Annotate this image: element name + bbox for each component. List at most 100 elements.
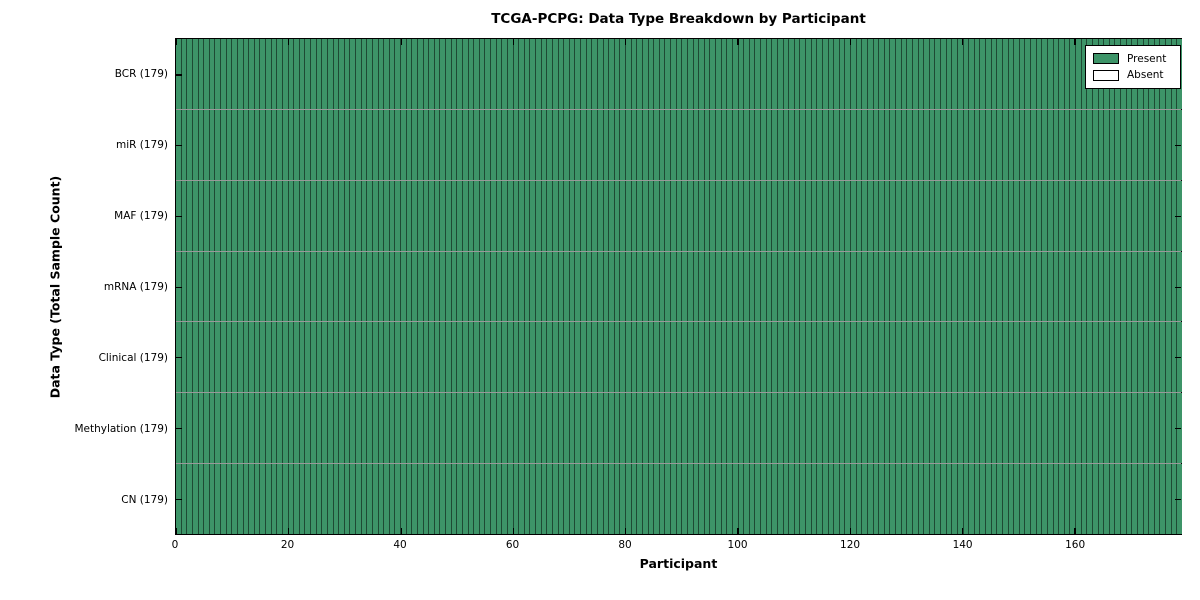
participant-cell-present: [748, 251, 755, 322]
participant-cell-present: [591, 464, 597, 535]
participant-cell-present: [518, 109, 524, 180]
participant-cell-present: [529, 251, 535, 322]
participant-cell-present: [270, 109, 277, 180]
participant-cell-present: [810, 109, 817, 180]
participant-cell-present: [1035, 109, 1042, 180]
participant-cell-present: [1007, 322, 1014, 393]
participant-cell-present: [377, 464, 384, 535]
participant-cell-present: [394, 322, 400, 393]
participant-cell-present: [580, 322, 586, 393]
axis-tick: [1074, 528, 1076, 534]
participant-cell-present: [1013, 251, 1019, 322]
participant-cell-present: [799, 180, 805, 251]
participant-cell-present: [979, 393, 985, 464]
participant-cell-present: [737, 39, 744, 109]
participant-cell-present: [220, 39, 226, 109]
participant-cell-present: [782, 39, 789, 109]
participant-cell-present: [872, 39, 879, 109]
participant-cell-present: [692, 180, 699, 251]
participant-cell-present: [872, 251, 879, 322]
participant-cell-present: [760, 180, 766, 251]
participant-cell-present: [1069, 39, 1075, 109]
participant-cell-present: [253, 393, 260, 464]
participant-cell-present: [343, 393, 350, 464]
participant-cell-present: [518, 393, 524, 464]
participant-cell-present: [529, 322, 535, 393]
participant-cell-present: [765, 251, 772, 322]
participant-cell-present: [698, 393, 704, 464]
participant-cell-present: [506, 39, 513, 109]
participant-cell-present: [906, 251, 912, 322]
participant-cell-present: [225, 39, 232, 109]
participant-cell-present: [248, 180, 254, 251]
participant-cell-present: [349, 464, 355, 535]
participant-cell-present: [731, 464, 738, 535]
participant-cell-present: [833, 109, 839, 180]
participant-cell-present: [310, 393, 316, 464]
participant-cell-present: [878, 322, 884, 393]
participant-cell-present: [1125, 322, 1132, 393]
participant-cell-present: [422, 39, 429, 109]
participant-cell-present: [321, 393, 327, 464]
participant-cell-present: [703, 251, 710, 322]
participant-cell-present: [895, 464, 901, 535]
participant-cell-present: [259, 464, 265, 535]
participant-cell-present: [535, 109, 541, 180]
participant-cell-present: [568, 109, 575, 180]
participant-cell-present: [670, 322, 676, 393]
participant-cell-present: [625, 464, 631, 535]
participant-cell-present: [698, 180, 704, 251]
participant-cell-present: [596, 393, 603, 464]
participant-cell-present: [445, 39, 451, 109]
participant-cell-present: [551, 393, 558, 464]
participant-cell-present: [1136, 180, 1143, 251]
participant-cell-present: [253, 322, 260, 393]
participant-cell-present: [287, 393, 294, 464]
participant-cell-present: [608, 464, 614, 535]
participant-cell-present: [551, 464, 558, 535]
participant-cell-present: [940, 322, 946, 393]
participant-cell-present: [788, 109, 794, 180]
participant-cell-present: [979, 251, 985, 322]
participant-cell-present: [1035, 393, 1042, 464]
participant-cell-present: [1080, 109, 1087, 180]
participant-cell-present: [1052, 180, 1059, 251]
participant-cell-present: [664, 39, 670, 109]
participant-cell-present: [754, 39, 760, 109]
participant-cell-present: [512, 39, 519, 109]
participant-cell-present: [1131, 109, 1137, 180]
participant-cell-present: [473, 109, 479, 180]
participant-cell-present: [827, 180, 834, 251]
participant-cell-present: [1091, 322, 1098, 393]
participant-cell-present: [658, 109, 665, 180]
participant-cell-present: [844, 251, 850, 322]
participant-cell-present: [962, 109, 969, 180]
participant-cell-present: [810, 393, 817, 464]
participant-cell-present: [636, 393, 642, 464]
participant-cell-present: [326, 180, 333, 251]
participant-cell-present: [1075, 393, 1081, 464]
participant-cell-present: [675, 109, 682, 180]
participant-cell-present: [225, 464, 232, 535]
matrix-row: [176, 463, 1182, 535]
participant-cell-present: [799, 464, 805, 535]
participant-cell-present: [428, 251, 434, 322]
participant-cell-present: [1125, 251, 1132, 322]
participant-cell-present: [585, 251, 592, 322]
participant-cell-present: [647, 109, 654, 180]
participant-cell-present: [568, 322, 575, 393]
participant-cell-present: [1142, 393, 1149, 464]
participant-cell-present: [214, 393, 220, 464]
participant-cell-present: [641, 39, 648, 109]
participant-cell-present: [1041, 251, 1047, 322]
participant-cell-present: [805, 39, 811, 109]
participant-cell-present: [833, 464, 839, 535]
participant-cell-present: [473, 322, 479, 393]
participant-cell-present: [478, 109, 485, 180]
participant-cell-present: [416, 39, 423, 109]
participant-cell-present: [287, 39, 294, 109]
participant-cell-present: [428, 180, 434, 251]
legend-swatch: [1093, 69, 1119, 81]
y-tick-label: Methylation (179): [74, 422, 168, 435]
participant-cell-present: [540, 251, 547, 322]
